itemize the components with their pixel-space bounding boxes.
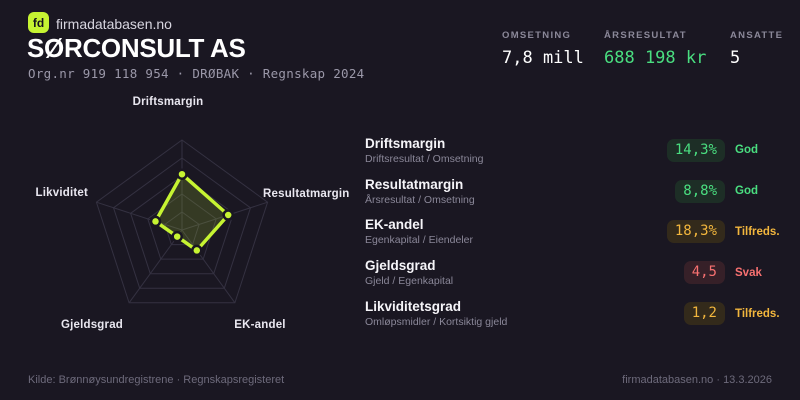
metric-value-pill: 1,2: [683, 302, 725, 326]
stat-aarsresultat: ÅRSRESULTAT 688 198 kr: [604, 30, 706, 68]
stat-value: 7,8 mill: [502, 48, 584, 68]
radar-spoke: [128, 229, 183, 304]
stat-value: 5: [730, 48, 741, 68]
radar-grid-ring: [130, 175, 234, 275]
metric-row-resultatmargin: Resultatmargin Årsresultat / Omsetning 8…: [365, 171, 780, 212]
radar-data-point: [149, 215, 162, 228]
radar-data-point: [176, 168, 188, 180]
radar-axis-label: EK-andel: [234, 319, 285, 331]
radar-data-point: [222, 209, 234, 221]
radar-grid-ring: [147, 193, 217, 260]
metric-status: Tilfreds.: [735, 225, 780, 238]
radar-grid-ring: [95, 139, 269, 304]
metric-name: Likviditetsgrad: [365, 299, 462, 315]
metric-row-driftsmargin: Driftsmargin Driftsresultat / Omsetning …: [365, 130, 780, 171]
stat-label: ÅRSRESULTAT: [604, 30, 687, 41]
source-note: Kilde: Brønnøysundregistrene · Regnskaps…: [28, 374, 285, 386]
metric-value-pill: 4,5: [683, 261, 725, 285]
radar-grid-ring: [164, 211, 200, 246]
metric-row-gjeldsgrad: Gjeldsgrad Gjeld / Egenkapital 4,5 Svak: [365, 252, 780, 293]
metrics-panel: Driftsmargin Driftsresultat / Omsetning …: [365, 130, 780, 334]
metric-status: Svak: [735, 266, 762, 279]
metric-name: Gjeldsgrad: [365, 258, 436, 274]
metric-formula: Omløpsmidler / Kortsiktig gjeld: [365, 316, 508, 329]
metric-status: God: [735, 144, 758, 157]
company-title: SØRCONSULT AS: [27, 33, 246, 63]
radar-spoke: [96, 201, 183, 231]
metric-row-likviditetsgrad: Likviditetsgrad Omløpsmidler / Kortsikti…: [365, 293, 780, 334]
metric-formula: Gjeld / Egenkapital: [365, 275, 454, 288]
radar-spoke: [181, 229, 236, 304]
metric-value-pill: 18,3%: [666, 220, 725, 244]
radar-axis-label: Resultatmargin: [263, 188, 350, 200]
radar-chart: Driftsmargin Resultatmargin EK-andel Gjelds…: [36, 96, 350, 331]
stat-value: 688 198 kr: [604, 48, 707, 68]
metric-name: Resultatmargin: [365, 176, 464, 192]
stat-label: OMSETNING: [502, 30, 572, 41]
metric-row-ek-andel: EK-andel Egenkapital / Eiendeler 18,3% T…: [365, 212, 780, 253]
stat-omsetning: OMSETNING 7,8 mill: [502, 30, 584, 68]
radar-data-point: [191, 244, 203, 257]
metric-name: Driftsmargin: [365, 135, 446, 151]
stat-ansatte: ANSATTE 5: [730, 30, 783, 68]
metric-name: EK-andel: [365, 217, 424, 233]
radar-grid-ring: [112, 157, 252, 289]
footer-brand-date: firmadatabasen.no · 13.3.2026: [622, 374, 772, 386]
metric-value-pill: 8,8%: [675, 179, 725, 203]
radar-data-point: [171, 230, 183, 243]
site-name: firmadatabasen.no: [56, 16, 172, 32]
metric-formula: Årsresultat / Omsetning: [365, 193, 475, 206]
radar-axis-label: Gjeldsgrad: [61, 319, 123, 331]
metric-formula: Egenkapital / Eiendeler: [365, 234, 473, 247]
metric-status: God: [735, 185, 758, 198]
company-meta: Org.nr 919 118 954 · DRØBAK · Regnskap 2…: [28, 66, 365, 81]
firmadatabasen-logo: fd: [28, 12, 49, 33]
radar-axis-label: Likviditet: [36, 187, 88, 199]
metric-value-pill: 14,3%: [666, 138, 725, 162]
radar-axis-label: Driftsmargin: [133, 96, 204, 108]
metric-status: Tilfreds.: [735, 307, 780, 320]
radar-data-polygon: [153, 172, 230, 253]
stat-label: ANSATTE: [730, 30, 784, 41]
metric-formula: Driftsresultat / Omsetning: [365, 152, 484, 165]
